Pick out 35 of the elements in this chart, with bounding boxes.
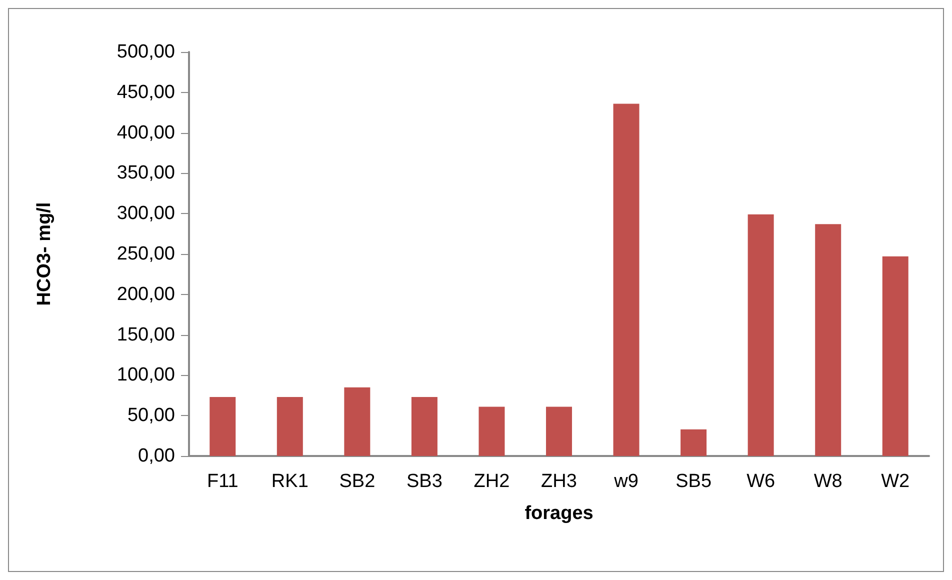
- bar: [815, 224, 842, 456]
- x-tick-label: RK1: [271, 471, 308, 492]
- x-tick-label: SB5: [676, 471, 712, 492]
- bar: [210, 397, 236, 456]
- bar: [411, 397, 438, 456]
- bar: [546, 406, 572, 456]
- x-tick-label: ZH3: [541, 471, 577, 492]
- y-tick-label: 250,00: [116, 244, 175, 264]
- y-tick-label: 350,00: [116, 162, 175, 184]
- y-tick-label: 200,00: [116, 284, 175, 305]
- x-tick-label: ZH2: [474, 471, 510, 492]
- bar: [680, 429, 707, 456]
- bar: [613, 104, 640, 456]
- x-tick-label: W8: [814, 471, 842, 492]
- y-tick-label: 50,00: [127, 405, 175, 426]
- x-tick-label: SB3: [406, 471, 442, 492]
- y-axis-title: HCO3- mg/l: [34, 202, 55, 306]
- bar: [882, 256, 908, 456]
- y-tick-label: 500,00: [116, 42, 175, 62]
- y-tick-label: 300,00: [116, 203, 175, 224]
- x-tick-label: W6: [746, 471, 776, 492]
- x-axis-title: forages: [524, 503, 594, 524]
- bar: [748, 214, 774, 456]
- bar: [478, 406, 505, 456]
- bar: [344, 387, 370, 456]
- y-tick-label: 450,00: [116, 82, 175, 103]
- x-tick-label: W2: [881, 471, 910, 492]
- x-tick-label: F11: [206, 471, 238, 492]
- y-tick-label: 400,00: [116, 122, 175, 144]
- bar: [276, 397, 303, 456]
- x-tick-label: SB2: [339, 471, 376, 492]
- y-tick-label: 0,00: [138, 446, 175, 466]
- x-tick-label: w9: [613, 471, 638, 492]
- y-tick-label: 100,00: [116, 364, 175, 386]
- y-tick-label: 150,00: [116, 324, 175, 346]
